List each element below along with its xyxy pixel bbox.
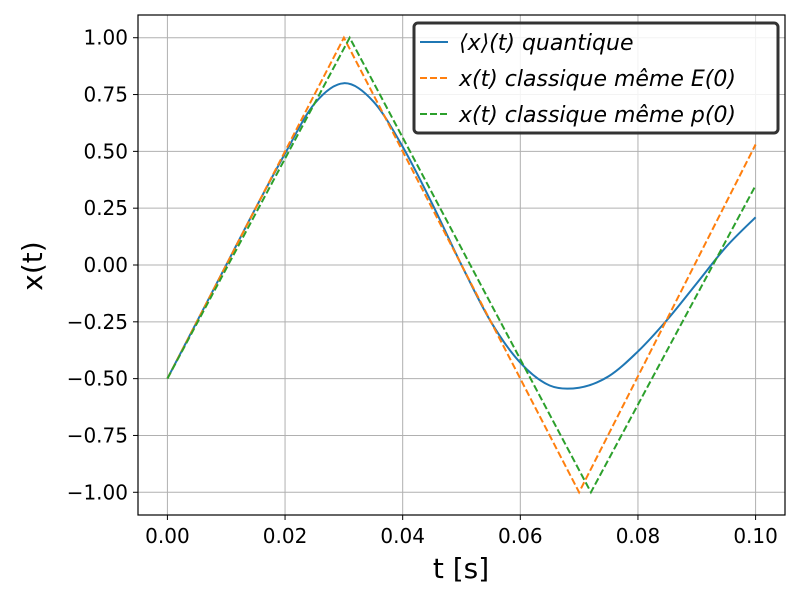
y-tick-label: 1.00 (83, 26, 128, 50)
legend-box (412, 21, 780, 135)
x-tick-label: 0.00 (145, 524, 190, 548)
legend-label-1: x(t) classique même E(0) (458, 67, 736, 92)
x-axis-ticks: 0.00 0.02 0.04 0.06 0.08 0.10 (145, 515, 778, 548)
y-axis-ticks: 1.00 0.75 0.50 0.25 0.00 −0.25 −0.50 −0.75 −1.00 (67, 26, 138, 504)
y-tick-label: −0.50 (67, 367, 128, 391)
series-line-1 (166, 35, 757, 495)
x-tick-label: 0.10 (733, 524, 778, 548)
y-tick-label: 0.25 (83, 196, 128, 220)
x-tick-label: 0.02 (263, 524, 308, 548)
y-tick-label: −0.75 (67, 423, 128, 447)
series-layer (166, 35, 757, 495)
series-line-2 (166, 35, 757, 495)
x-tick-label: 0.08 (616, 524, 661, 548)
y-tick-label: −1.00 (67, 480, 128, 504)
y-tick-label: 0.75 (83, 83, 128, 107)
x-axis-label: t [s] (433, 552, 489, 585)
x-tick-label: 0.04 (380, 524, 425, 548)
legend-label-2: x(t) classique même p(0) (458, 103, 736, 128)
legend-label-0: ⟨x⟩(t) quantique (459, 31, 634, 56)
y-tick-label: 0.50 (83, 139, 128, 163)
y-axis-label: x(t) (16, 241, 49, 290)
x-tick-label: 0.06 (498, 524, 543, 548)
legend: ⟨x⟩(t) quantique x(t) classique même E(0)… (412, 21, 780, 135)
y-tick-label: 0.00 (83, 253, 128, 277)
y-tick-label: −0.25 (67, 310, 128, 334)
